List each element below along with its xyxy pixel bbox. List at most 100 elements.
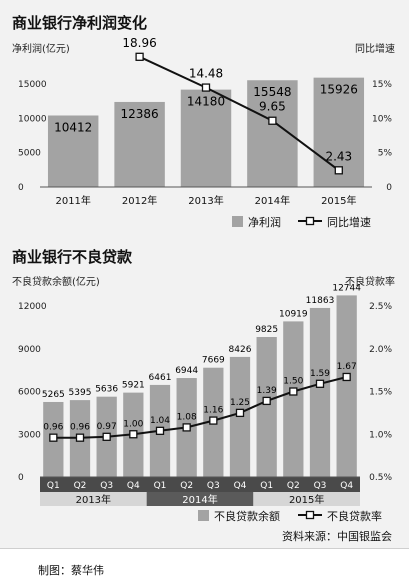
chart2-line-value-label: 1.67 [337, 362, 357, 372]
chart1-legend-bar-label: 净利润 [248, 215, 281, 229]
chart2-year-band [253, 492, 360, 506]
chart2-x-tick-label: Q4 [340, 481, 353, 491]
chart1-bar-value-label: 14180 [187, 95, 225, 109]
chart1-legend-line-marker [305, 216, 315, 226]
chart1-line-value-label: 2.43 [325, 149, 352, 163]
chart1-y-tick-label: 15000 [18, 80, 47, 90]
chart2-year-band [146, 492, 254, 506]
chart2-x-tick-label: Q4 [234, 481, 247, 491]
chart1-y-tick-label: 5000 [18, 149, 41, 159]
chart2-y-tick-label: 3000 [18, 430, 41, 440]
chart1-title: 商业银行净利润变化 [12, 14, 148, 32]
chart2-x-tick-label: Q1 [154, 481, 167, 491]
chart2-bar-value-label: 6944 [175, 366, 198, 376]
chart2-x-tick-label: Q1 [47, 481, 60, 491]
chart1-line-marker [135, 52, 144, 61]
chart2-line-series [53, 376, 347, 439]
chart1-bar [180, 89, 232, 187]
chart2-bar [283, 321, 304, 477]
chart1-y2-tick-label: 15% [372, 80, 392, 90]
chart2-bar-value-label: 11863 [306, 296, 335, 306]
chart1-legend-bar-swatch [232, 216, 243, 227]
chart2-y-tick-label: 0 [18, 473, 24, 483]
chart2-bar-value-label: 12744 [332, 283, 361, 293]
chart1-x-tick-label: 2015年 [321, 194, 356, 207]
chart2-bar-value-label: 8426 [229, 345, 252, 355]
chart1-line-marker [268, 116, 277, 125]
chart1-bar-value-label: 10412 [54, 121, 92, 135]
chart1-bar [114, 101, 165, 187]
chart2-quarter-band [40, 477, 360, 492]
chart2-line-marker [129, 430, 138, 439]
chart1-y2-tick-label: 5% [378, 149, 393, 159]
chart1-line-value-label: 9.65 [259, 100, 286, 114]
chart1-x-tick-label: 2011年 [55, 194, 90, 207]
chart2-line-value-label: 1.59 [310, 369, 330, 379]
chart2-line-marker [75, 433, 85, 442]
chart2-bar-value-label: 5395 [69, 388, 92, 398]
source-note: 资料来源：中国银监会 [282, 529, 392, 543]
chart1-x-tick-label: 2013年 [188, 194, 223, 207]
chart1-line-series [139, 55, 340, 172]
chart2-line-value-label: 1.08 [177, 412, 197, 422]
chart2-x-tick-label: Q2 [74, 481, 87, 491]
chart2-y-tick-label: 6000 [18, 388, 41, 398]
chart2-line-value-label: 1.16 [203, 406, 223, 416]
chart2-x-tick-label: Q2 [180, 481, 193, 491]
chart-credit: 制图：蔡华伟 [38, 564, 104, 577]
chart1-x-tick-label: 2012年 [122, 194, 157, 207]
chart2-line-marker [289, 387, 298, 396]
chart2-x-tick-label: Q3 [207, 481, 220, 491]
chart2-bar-value-label: 9825 [255, 325, 278, 335]
chart1-y2-tick-label: 0 [386, 183, 392, 193]
chart2-y2-tick-label: 2.0% [369, 345, 392, 355]
chart2-line-value-label: 1.25 [230, 398, 250, 408]
chart1-legend-line-label: 同比增速 [327, 215, 371, 229]
chart2-x-tick-label: Q3 [100, 481, 113, 491]
chart2-line-marker [342, 372, 351, 382]
chart2-y2-tick-label: 2.5% [369, 302, 392, 312]
chart2-title: 商业银行不良贷款 [12, 248, 133, 266]
chart1-bar [47, 115, 99, 187]
chart2-legend-bar-swatch [198, 510, 209, 521]
chart2-line-marker [235, 408, 245, 418]
chart2-legend-bar-label: 不良贷款余额 [214, 509, 280, 523]
chart1-y-tick-label: 10000 [18, 114, 47, 124]
chart2-bar-value-label: 10919 [279, 309, 308, 319]
chart2-line-value-label: 1.04 [150, 416, 170, 426]
chart2-line-marker [315, 379, 325, 388]
chart2-line-marker [155, 426, 165, 435]
chart1-line-value-label: 18.96 [122, 36, 156, 50]
charts-canvas: 15000 10000 5000 0 15% 10% 5% 0 10412 12386 14180 1… [18, 36, 393, 543]
chart2-legend-line-label: 不良贷款率 [327, 509, 382, 523]
chart2-year-label: 2015年 [289, 493, 324, 506]
chart2-line-marker [262, 396, 271, 406]
chart2-bar [256, 336, 277, 477]
chart1-line-marker [201, 83, 211, 92]
chart2-y2-tick-label: 1.0% [369, 430, 392, 440]
chart2-year-label: 2014年 [182, 493, 217, 506]
chart2-y2-tick-label: 1.5% [369, 388, 392, 398]
chart2-line-marker [102, 432, 111, 441]
chart2-y-tick-label: 12000 [18, 302, 47, 312]
chart2-x-tick-label: Q3 [314, 481, 327, 491]
chart1-x-tick-label: 2014年 [255, 194, 290, 207]
chart2-bar-value-label: 5265 [42, 390, 65, 400]
chart2-line-marker [182, 423, 191, 432]
chart1-line-value-label: 14.48 [189, 67, 223, 81]
chart2-line-marker [209, 416, 218, 425]
chart2-bar [309, 307, 331, 477]
chart2-x-tick-label: Q1 [260, 481, 273, 491]
chart2-line-value-label: 1.50 [283, 377, 303, 387]
chart2-y2-tick-label: 0.5% [369, 473, 392, 483]
chart2-left-axis-title: 不良贷款余额(亿元) [12, 277, 100, 288]
chart2-legend-line-marker [305, 510, 315, 520]
chart1-y-tick-label: 0 [18, 183, 24, 193]
chart2-line-value-label: 0.96 [43, 423, 63, 433]
chart1-bar-value-label: 15548 [253, 85, 291, 99]
chart2-bar-value-label: 5636 [95, 385, 118, 395]
infographic-panel: 商业银行净利润变化 净利润(亿元) 同比增速 商业银行不良贷款 不良贷款余额(亿… [0, 0, 409, 549]
chart2-bar-value-label: 7669 [202, 356, 225, 366]
chart1-line-marker [334, 166, 343, 175]
chart2-x-tick-label: Q4 [127, 481, 140, 491]
